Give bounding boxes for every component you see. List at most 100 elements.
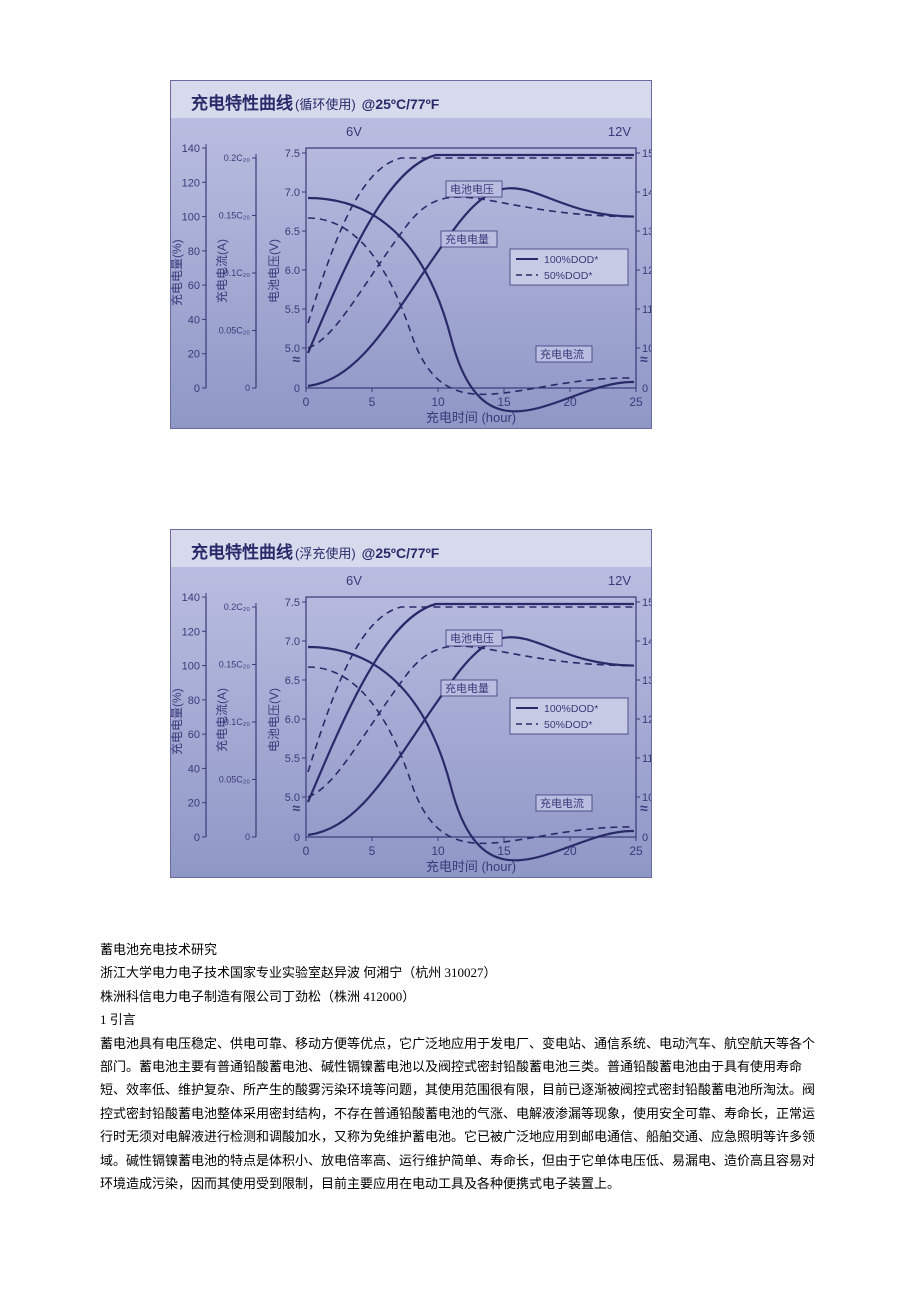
- svg-text:12: 12: [642, 265, 651, 277]
- svg-text:5.5: 5.5: [285, 304, 300, 316]
- svg-text:充电时间 (hour): 充电时间 (hour): [426, 410, 516, 425]
- svg-text:80: 80: [188, 695, 200, 707]
- body-paragraph: 蓄电池具有电压稳定、供电可靠、移动方便等优点，它广泛地应用于发电厂、变电站、通信…: [100, 1032, 820, 1196]
- svg-text:充电电流(A): 充电电流(A): [214, 688, 229, 752]
- title-sub1: (浮充使用): [295, 546, 356, 561]
- svg-text:100%DOD*: 100%DOD*: [544, 703, 598, 715]
- body-line: 1 引言: [100, 1008, 820, 1031]
- body-line: 株洲科信电力电子制造有限公司丁劲松（株洲 412000）: [100, 985, 820, 1008]
- svg-text:0: 0: [642, 832, 648, 844]
- svg-text:5.5: 5.5: [285, 753, 300, 765]
- svg-text:电池电压(V): 电池电压(V): [267, 239, 281, 303]
- svg-text:充电电量: 充电电量: [445, 232, 489, 246]
- svg-text:≈: ≈: [292, 351, 300, 367]
- svg-text:0: 0: [642, 383, 648, 395]
- svg-text:80: 80: [188, 246, 200, 258]
- svg-text:11: 11: [642, 753, 651, 765]
- svg-text:0.15C₂₀: 0.15C₂₀: [219, 211, 251, 221]
- svg-text:≈: ≈: [640, 800, 648, 816]
- chart-title: 充电特性曲线(循环使用) @25ºC/77ºF: [171, 81, 651, 118]
- svg-text:15: 15: [642, 148, 651, 160]
- svg-text:≈: ≈: [640, 351, 648, 367]
- plot-area: 6V12V140120100806040200充电电量(%)0.2C₂₀0.15…: [171, 118, 651, 428]
- chart-svg: 6V12V140120100806040200充电电量(%)0.2C₂₀0.15…: [171, 118, 651, 428]
- svg-text:充电电流: 充电电流: [540, 796, 584, 810]
- svg-text:5: 5: [369, 844, 376, 858]
- svg-text:40: 40: [188, 314, 200, 326]
- svg-text:6.5: 6.5: [285, 226, 300, 238]
- body-line: 浙江大学电力电子技术国家专业实验室赵异波 何湘宁（杭州 310027）: [100, 961, 820, 984]
- svg-text:0: 0: [194, 832, 200, 844]
- svg-text:12V: 12V: [608, 573, 631, 588]
- chart-float-use: 充电特性曲线(浮充使用)@25ºC/77ºF 6V12V140120100806…: [170, 529, 820, 878]
- title-sub2: @25ºC/77ºF: [362, 96, 440, 112]
- svg-text:≈: ≈: [292, 800, 300, 816]
- svg-text:6.0: 6.0: [285, 265, 300, 277]
- svg-text:10: 10: [431, 844, 445, 858]
- title-main: 充电特性曲线: [191, 543, 293, 562]
- document-body: 蓄电池充电技术研究 浙江大学电力电子技术国家专业实验室赵异波 何湘宁（杭州 31…: [100, 938, 820, 1195]
- svg-text:0.15C₂₀: 0.15C₂₀: [219, 660, 251, 670]
- svg-text:0.2C₂₀: 0.2C₂₀: [224, 602, 251, 612]
- svg-text:50%DOD*: 50%DOD*: [544, 270, 592, 282]
- title-sub1: (循环使用): [295, 97, 356, 112]
- svg-text:60: 60: [188, 280, 200, 292]
- svg-text:10: 10: [431, 395, 445, 409]
- svg-text:25: 25: [629, 844, 643, 858]
- svg-text:140: 140: [182, 143, 200, 155]
- svg-text:0.2C₂₀: 0.2C₂₀: [224, 153, 251, 163]
- svg-text:充电电量(%): 充电电量(%): [171, 688, 184, 755]
- svg-text:13: 13: [642, 226, 651, 238]
- plot-area: 6V12V140120100806040200充电电量(%)0.2C₂₀0.15…: [171, 567, 651, 877]
- svg-text:0: 0: [303, 395, 310, 409]
- svg-text:6V: 6V: [346, 573, 362, 588]
- svg-text:100%DOD*: 100%DOD*: [544, 254, 598, 266]
- body-line: 蓄电池充电技术研究: [100, 938, 820, 961]
- svg-text:12: 12: [642, 714, 651, 726]
- svg-text:12V: 12V: [608, 124, 631, 139]
- svg-text:13: 13: [642, 675, 651, 687]
- svg-text:充电电流: 充电电流: [540, 347, 584, 361]
- svg-text:充电电量: 充电电量: [445, 681, 489, 695]
- title-sub2: @25ºC/77ºF: [362, 545, 440, 561]
- svg-text:0: 0: [194, 383, 200, 395]
- svg-text:50%DOD*: 50%DOD*: [544, 719, 592, 731]
- svg-text:5: 5: [369, 395, 376, 409]
- chart-svg: 6V12V140120100806040200充电电量(%)0.2C₂₀0.15…: [171, 567, 651, 877]
- chart-title: 充电特性曲线(浮充使用) @25ºC/77ºF: [171, 530, 651, 567]
- svg-text:14: 14: [642, 636, 651, 648]
- svg-text:0.05C₂₀: 0.05C₂₀: [219, 775, 251, 785]
- svg-text:15: 15: [497, 844, 511, 858]
- svg-text:7.5: 7.5: [285, 148, 300, 160]
- svg-text:6.5: 6.5: [285, 675, 300, 687]
- chart-cycle-use: 充电特性曲线(循环使用)@25ºC/77ºF 6V12V140120100806…: [170, 80, 820, 429]
- svg-text:电池电压: 电池电压: [450, 632, 494, 645]
- svg-text:25: 25: [629, 395, 643, 409]
- svg-text:100: 100: [182, 212, 200, 224]
- svg-text:6V: 6V: [346, 124, 362, 139]
- svg-text:120: 120: [182, 626, 200, 638]
- svg-text:6.0: 6.0: [285, 714, 300, 726]
- svg-text:20: 20: [188, 349, 200, 361]
- svg-text:充电电流(A): 充电电流(A): [214, 239, 229, 303]
- svg-text:0: 0: [294, 832, 300, 844]
- svg-text:7.0: 7.0: [285, 187, 300, 199]
- svg-text:7.0: 7.0: [285, 636, 300, 648]
- svg-text:电池电压(V): 电池电压(V): [267, 688, 281, 752]
- svg-text:40: 40: [188, 763, 200, 775]
- svg-text:0.05C₂₀: 0.05C₂₀: [219, 326, 251, 336]
- svg-text:电池电压: 电池电压: [450, 183, 494, 196]
- svg-text:0: 0: [245, 383, 250, 393]
- svg-text:140: 140: [182, 592, 200, 604]
- svg-text:7.5: 7.5: [285, 597, 300, 609]
- svg-text:60: 60: [188, 729, 200, 741]
- svg-text:15: 15: [497, 395, 511, 409]
- svg-text:0: 0: [303, 844, 310, 858]
- svg-text:100: 100: [182, 661, 200, 673]
- svg-text:14: 14: [642, 187, 651, 199]
- title-main: 充电特性曲线: [191, 94, 293, 113]
- svg-text:20: 20: [188, 798, 200, 810]
- svg-text:15: 15: [642, 597, 651, 609]
- svg-text:120: 120: [182, 177, 200, 189]
- svg-text:充电时间 (hour): 充电时间 (hour): [426, 859, 516, 874]
